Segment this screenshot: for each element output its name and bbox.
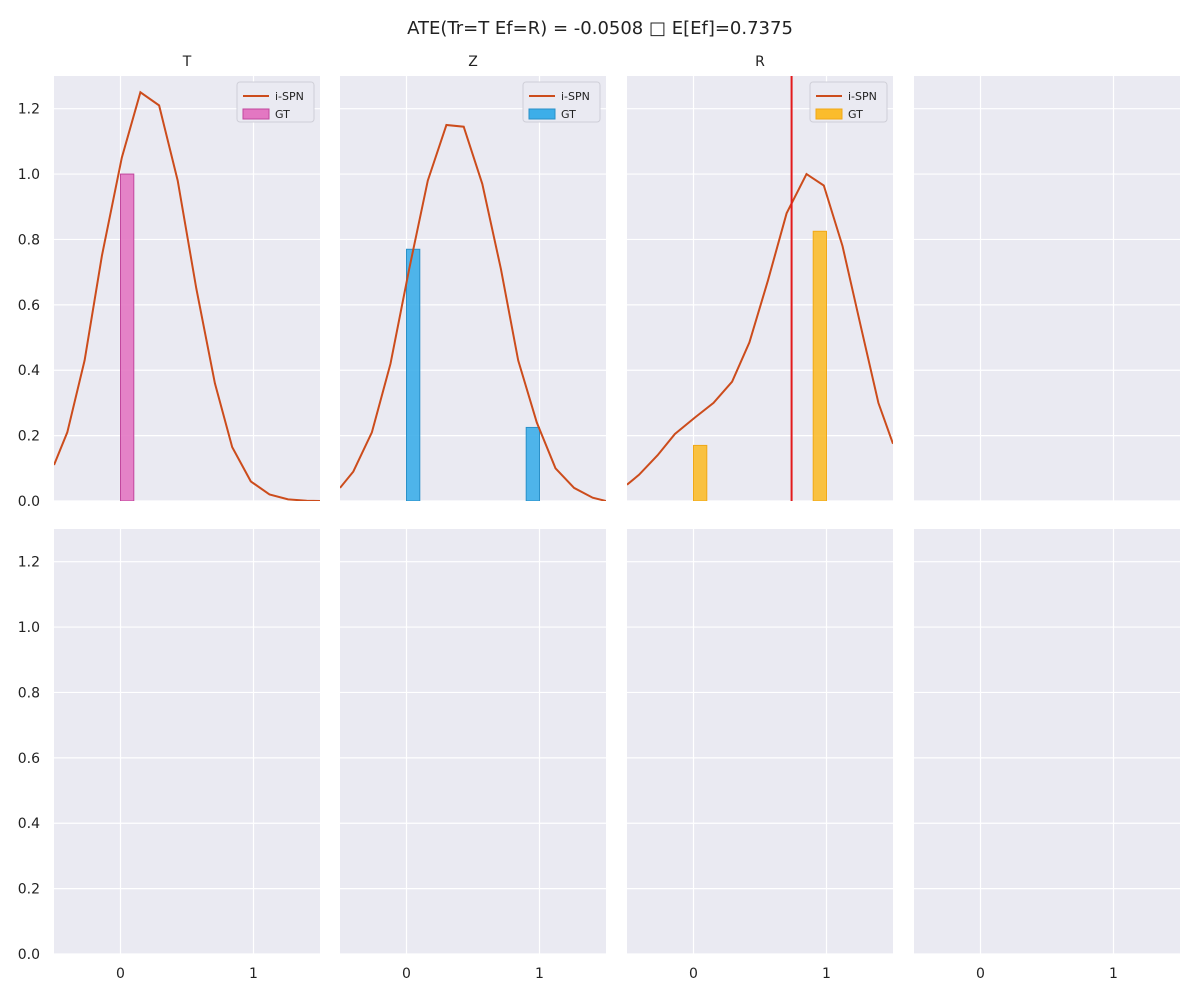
figure-title: ATE(Tr=T Ef=R) = -0.0508 □ E[Ef]=0.7375	[407, 18, 793, 39]
plot-area	[340, 123, 606, 501]
legend-label: GT	[275, 108, 290, 121]
legend-label: i-SPN	[275, 90, 304, 103]
y-tick-label: 0.2	[18, 882, 40, 898]
x-tick-label: 1	[1109, 966, 1118, 982]
x-tick-label: 0	[976, 966, 985, 982]
y-tick-label: 0.6	[18, 751, 40, 767]
legend-label: i-SPN	[561, 90, 590, 103]
legend: i-SPN GT	[522, 81, 601, 123]
subplot-1: 0.0 0.2 0.4 0.6 0.8 1.0 1.2 Ti-SPN GT	[18, 54, 320, 510]
plot-background	[914, 76, 1180, 501]
plot-background	[340, 529, 606, 954]
y-tick-label: 0.6	[18, 298, 40, 314]
legend-label: GT	[561, 108, 576, 121]
y-tick-label: 0.4	[18, 363, 40, 379]
ispn-line	[627, 172, 893, 486]
x-tick-label: 1	[535, 966, 544, 982]
legend-label: i-SPN	[848, 90, 877, 103]
y-tick-label: 0.0	[18, 947, 40, 963]
y-tick-label: 0.8	[18, 232, 40, 248]
x-tick-label: 1	[249, 966, 258, 982]
gt-bar	[406, 248, 421, 501]
ispn-line	[54, 90, 320, 501]
x-tick-label: 0	[402, 966, 411, 982]
x-tick-label: 0	[689, 966, 698, 982]
gt-bar	[525, 426, 541, 501]
legend-label: GT	[848, 108, 863, 121]
y-tick-label: 1.0	[18, 167, 40, 183]
plot-background	[340, 76, 606, 501]
gt-bar	[120, 173, 135, 501]
subplot-title: T	[182, 54, 192, 70]
plot-background	[914, 529, 1180, 954]
y-tick-label: 1.2	[18, 102, 40, 118]
legend: i-SPN GT	[809, 81, 888, 123]
ispn-line	[340, 123, 606, 501]
gt-bar	[693, 444, 708, 501]
y-tick-label: 0.0	[18, 494, 40, 510]
plot-background	[54, 76, 320, 501]
y-tick-label: 0.4	[18, 816, 40, 832]
plot-background	[627, 76, 893, 501]
subplot-4	[914, 76, 1180, 502]
gt-bar	[812, 230, 828, 501]
subplot-title: R	[755, 54, 765, 70]
subplot-3: Ri-SPN GT	[627, 54, 893, 502]
legend: i-SPN GT	[236, 81, 315, 123]
plot-background	[627, 529, 893, 954]
legend-bar-swatch	[815, 108, 843, 120]
y-tick-label: 0.8	[18, 685, 40, 701]
y-tick-label: 1.2	[18, 555, 40, 571]
plot-area	[54, 90, 320, 501]
plot-area	[627, 76, 893, 501]
y-tick-label: 1.0	[18, 620, 40, 636]
subplot-5: 0.0 0.2 0.4 0.6 0.8 1.0 1.2 0 1	[18, 529, 320, 982]
x-tick-label: 0	[116, 966, 125, 982]
subplot-2: Zi-SPN GT	[340, 54, 606, 502]
y-tick-label: 0.2	[18, 429, 40, 445]
subplot-grid: 0.00.20.40.60.81.01.2Ti-SPNGTZi-SPNGTRi-…	[18, 54, 1180, 982]
legend-bar-swatch	[242, 108, 270, 120]
x-tick-label: 1	[822, 966, 831, 982]
legend-bar-swatch	[528, 108, 556, 120]
subplot-title: Z	[468, 54, 478, 70]
plot-background	[54, 529, 320, 954]
